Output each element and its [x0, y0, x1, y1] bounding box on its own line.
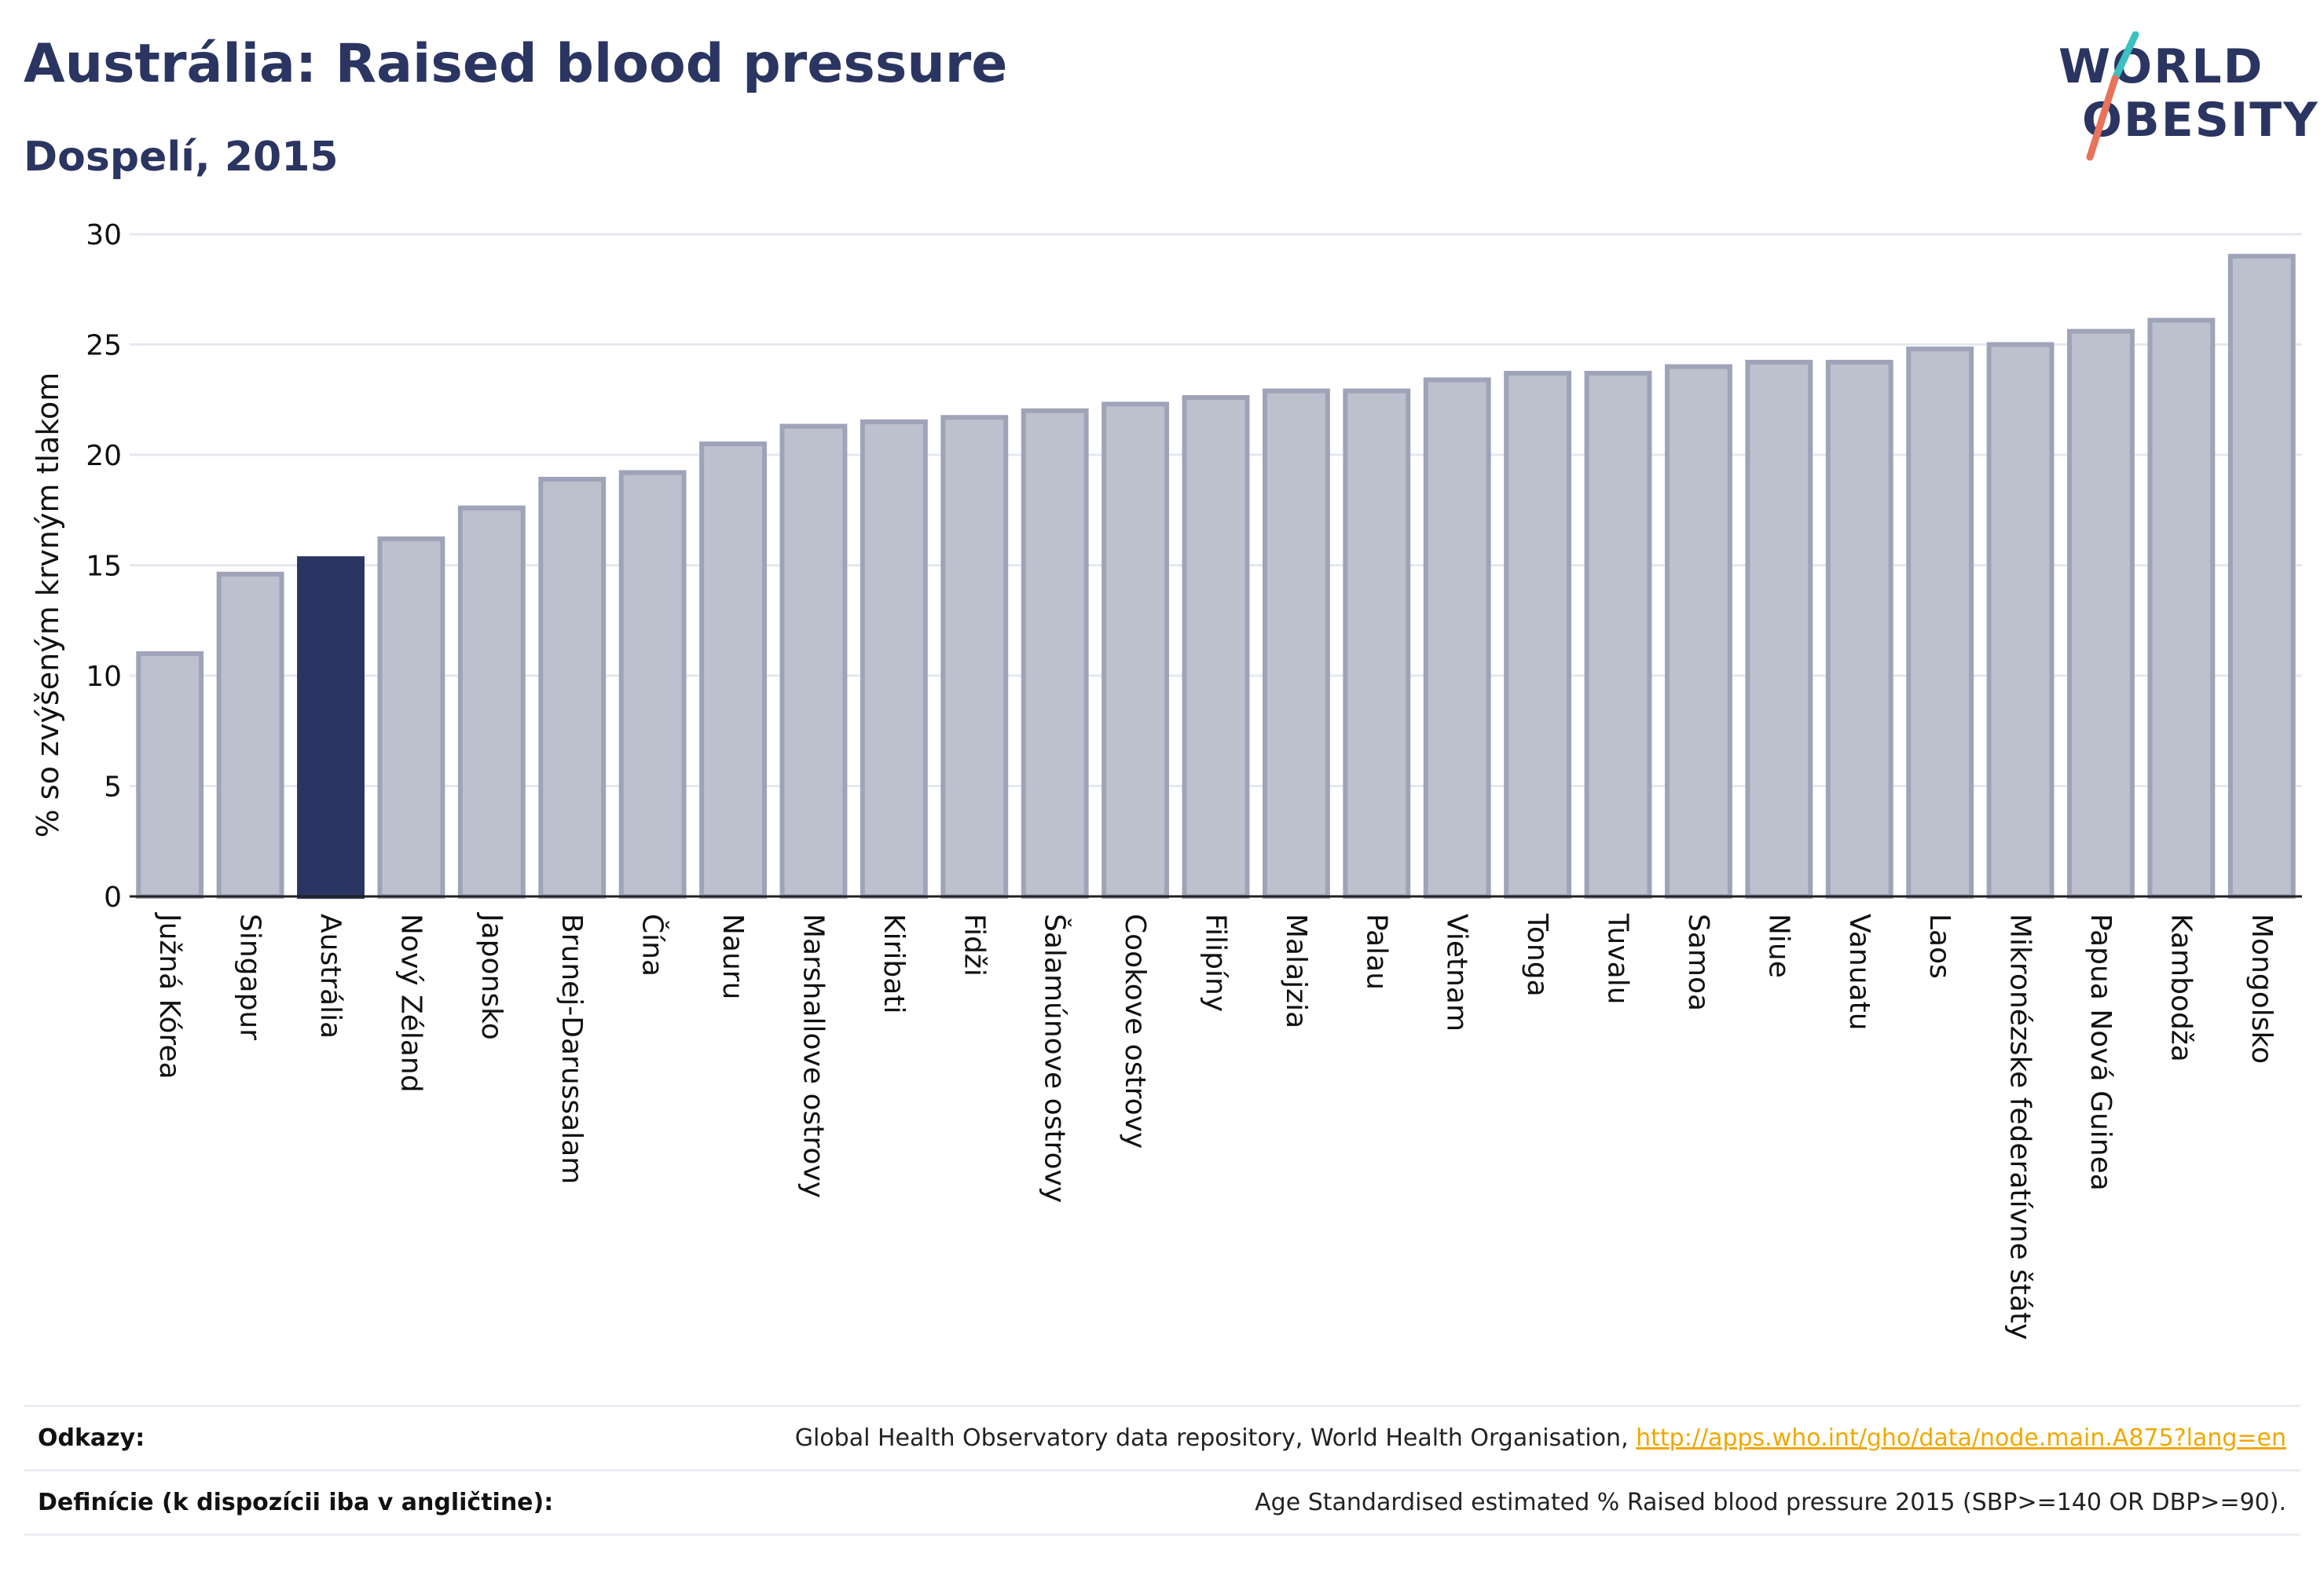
sources-value: Global Health Observatory data repositor…	[795, 1424, 2286, 1452]
bar	[2227, 254, 2296, 900]
bar	[1021, 408, 1089, 899]
bar	[2067, 328, 2135, 899]
y-tick-label: 10	[86, 661, 122, 693]
x-tick-label: Kambodža	[2165, 914, 2197, 1062]
bar	[1262, 388, 1330, 899]
x-tick-label: Marshallove ostrovy	[797, 914, 829, 1198]
bar	[940, 415, 1009, 899]
x-tick-label: Cookove ostrovy	[1119, 914, 1151, 1149]
bar	[1906, 346, 1974, 899]
x-tick-label: Šalamúnove ostrovy	[1039, 914, 1072, 1203]
logo-text-obesity: OBESITY	[2082, 93, 2319, 148]
bar-chart: 0 5 10 15 20 25 30 Južná Kórea Singapur Austráli…	[31, 219, 2302, 1340]
x-tick-label: Mongolsko	[2245, 914, 2278, 1064]
x-tick-label: Nauru	[717, 914, 749, 999]
x-tick-label: Nový Zéland	[394, 914, 427, 1093]
bars	[130, 254, 2302, 900]
x-tick-label: Mikronézske federatívne štáty	[2004, 914, 2036, 1340]
bar	[1343, 388, 1411, 899]
bar	[1745, 359, 1813, 900]
x-tick-label: Samoa	[1682, 914, 1714, 1011]
x-tick-label: Malajzia	[1280, 914, 1312, 1028]
x-tick-label: Laos	[1923, 914, 1956, 979]
bar	[2147, 317, 2216, 899]
sources-text: Global Health Observatory data repositor…	[794, 1424, 1637, 1452]
x-tick-label: Filipíny	[1200, 914, 1232, 1012]
world-obesity-logo: WORLD OBESITY	[2043, 31, 2318, 165]
x-tick-label: Tuvalu	[1602, 913, 1634, 1005]
x-tick-label: Austrália	[314, 914, 346, 1039]
bar	[1825, 359, 1893, 900]
definitions-label: Definície (k dispozícii iba v angličtine…	[38, 1489, 554, 1516]
x-tick-label: Papua Nová Guinea	[2084, 914, 2117, 1191]
bar-highlight	[297, 556, 365, 899]
bar	[1423, 377, 1491, 899]
chart-subtitle: Dospelí, 2015	[24, 134, 339, 181]
sources-label: Odkazy:	[38, 1424, 145, 1452]
x-tick-label: Vietnam	[1441, 914, 1473, 1032]
y-tick-label: 20	[86, 440, 122, 472]
sources-row: Odkazy: Global Health Observatory data r…	[24, 1405, 2300, 1470]
x-tick-label: Čína	[636, 914, 669, 977]
bar	[377, 536, 445, 900]
definitions-row: Definície (k dispozícii iba v angličtine…	[24, 1469, 2300, 1534]
x-tick-label: Palau	[1360, 914, 1392, 990]
x-tick-label: Fidži	[958, 914, 990, 977]
logo-slash-icon	[2086, 31, 2139, 161]
bar	[1102, 401, 1170, 899]
bar	[1504, 371, 1572, 899]
x-tick-label: Niue	[1762, 914, 1794, 978]
x-tick-label: Kiribati	[878, 914, 910, 1013]
y-tick-label: 30	[86, 219, 122, 251]
bar	[1665, 364, 1732, 900]
y-tick-label: 25	[86, 330, 122, 362]
x-axis-labels: Južná Kórea Singapur Austrália Nový Zéland J…	[153, 912, 2278, 1340]
footer-bottom-border	[24, 1534, 2300, 1536]
y-tick-label: 5	[104, 772, 122, 804]
bar	[216, 571, 284, 899]
y-tick-label: 15	[86, 551, 122, 583]
x-tick-label: Južná Kórea	[153, 912, 185, 1079]
x-tick-label: Singapur	[234, 914, 266, 1040]
bar	[136, 651, 204, 900]
bar	[618, 470, 687, 899]
bar	[779, 423, 848, 899]
bar	[1584, 371, 1652, 899]
sources-link[interactable]: http://apps.who.int/gho/data/node.main.A…	[1636, 1424, 2286, 1452]
x-tick-label: Japonsko	[475, 912, 508, 1040]
bar	[1986, 342, 2055, 899]
x-tick-label: Vanuatu	[1843, 914, 1875, 1031]
bar	[860, 419, 928, 899]
logo-text-world: WORLD	[2058, 39, 2264, 94]
x-tick-label: Brunej-Darussalam	[555, 914, 588, 1184]
bar	[538, 476, 607, 899]
definitions-text: Age Standardised estimated % Raised bloo…	[1255, 1489, 2286, 1516]
y-axis-label: % so zvýšeným krvným tlakom	[31, 372, 65, 838]
bar	[699, 441, 767, 899]
y-axis-ticks: 0 5 10 15 20 25 30	[86, 219, 122, 914]
x-tick-label: Tonga	[1521, 913, 1553, 997]
bar	[1182, 394, 1250, 899]
chart-title: Austrália: Raised blood pressure	[24, 33, 1008, 95]
y-tick-label: 0	[104, 881, 122, 914]
bar	[457, 505, 526, 899]
